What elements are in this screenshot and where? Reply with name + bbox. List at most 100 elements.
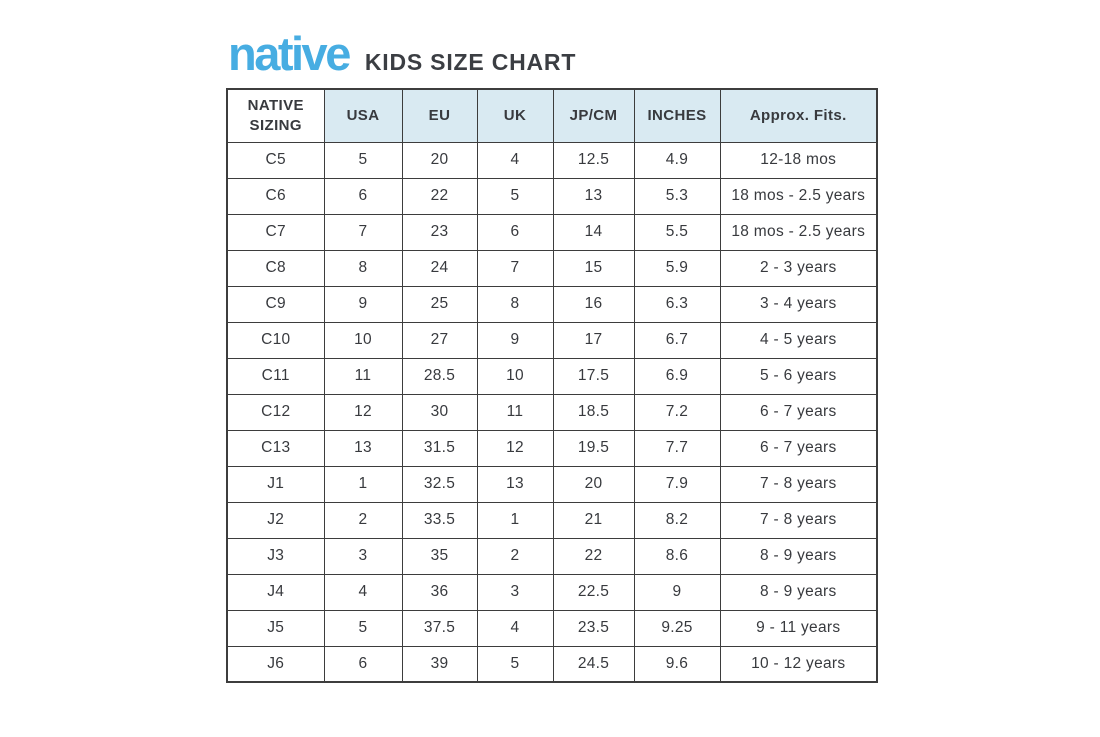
table-cell: 10 [476,357,554,395]
table-cell: 25 [401,285,478,323]
table-row: C10 10 27 9 17 6.7 4 - 5 years [226,321,878,359]
table-cell: 24.5 [552,645,635,683]
table-cell: 20 [552,465,635,503]
native-sizing-cell: J4 [226,573,325,611]
native-sizing-cell: C10 [226,321,325,359]
table-header-row: NATIVE SIZING USA EU UK JP/CM INCHES Approx. F… [226,88,878,143]
table-cell: 8.2 [633,501,721,539]
table-cell: 22 [552,537,635,575]
table-cell: 4 [476,609,554,647]
table-cell: 22.5 [552,573,635,611]
table-cell: 4 [476,141,554,179]
table-cell: 7.7 [633,429,721,467]
table-cell: 3 - 4 years [719,285,878,323]
table-cell: 32.5 [401,465,478,503]
kids-size-chart-table: NATIVE SIZING USA EU UK JP/CM INCHES Approx. F… [226,88,878,683]
column-header: NATIVE SIZING [226,88,325,143]
table-cell: 31.5 [401,429,478,467]
table-cell: 21 [552,501,635,539]
table-cell: 33.5 [401,501,478,539]
table-cell: 4 - 5 years [719,321,878,359]
table-cell: 27 [401,321,478,359]
table-cell: 39 [401,645,478,683]
brand-header: native KIDS SIZE CHART [228,30,576,77]
table-cell: 6 [323,645,403,683]
table-cell: 3 [323,537,403,575]
table-row: C13 13 31.5 12 19.5 7.7 6 - 7 years [226,429,878,467]
native-sizing-cell: C6 [226,177,325,215]
column-header: UK [476,88,554,143]
native-sizing-cell: C5 [226,141,325,179]
table-cell: 5 [323,141,403,179]
native-sizing-cell: C7 [226,213,325,251]
table-cell: 23.5 [552,609,635,647]
column-header: USA [323,88,403,143]
table-row: C7 7 23 6 14 5.5 18 mos - 2.5 years [226,213,878,251]
table-cell: 24 [401,249,478,287]
table-cell: 4.9 [633,141,721,179]
table-cell: 8 - 9 years [719,573,878,611]
table-cell: 7 - 8 years [719,501,878,539]
table-cell: 5 [476,645,554,683]
column-header: INCHES [633,88,721,143]
table-cell: 8 [323,249,403,287]
table-body: C5 5 20 4 12.5 4.9 12-18 mos C6 6 22 5 13 5.3 18 mos … [226,141,878,683]
table-cell: 5.5 [633,213,721,251]
table-cell: 12 [323,393,403,431]
table-row: C8 8 24 7 15 5.9 2 - 3 years [226,249,878,287]
table-cell: 15 [552,249,635,287]
table-cell: 14 [552,213,635,251]
table-cell: 5 [323,609,403,647]
table-cell: 13 [476,465,554,503]
table-cell: 2 [476,537,554,575]
table-header: NATIVE SIZING USA EU UK JP/CM INCHES Approx. F… [226,88,878,143]
table-cell: 13 [552,177,635,215]
table-cell: 7 [476,249,554,287]
table-cell: 5 - 6 years [719,357,878,395]
page-title: KIDS SIZE CHART [364,49,577,75]
table-cell: 20 [401,141,478,179]
native-sizing-cell: C9 [226,285,325,323]
table-row: C11 11 28.5 10 17.5 6.9 5 - 6 years [226,357,878,395]
table-cell: 19.5 [552,429,635,467]
native-sizing-cell: J1 [226,465,325,503]
table-cell: 10 [323,321,403,359]
table-cell: 23 [401,213,478,251]
table-cell: 6 - 7 years [719,429,878,467]
table-row: J6 6 39 5 24.5 9.6 10 - 12 years [226,645,878,683]
table-cell: 9 - 11 years [719,609,878,647]
table-cell: 6 [476,213,554,251]
table-row: C6 6 22 5 13 5.3 18 mos - 2.5 years [226,177,878,215]
table-cell: 5.9 [633,249,721,287]
table-cell: 13 [323,429,403,467]
table-cell: 22 [401,177,478,215]
table-cell: 18 mos - 2.5 years [719,213,878,251]
table-cell: 2 - 3 years [719,249,878,287]
table-row: J3 3 35 2 22 8.6 8 - 9 years [226,537,878,575]
table-cell: 28.5 [401,357,478,395]
table-cell: 12.5 [552,141,635,179]
table-cell: 7 - 8 years [719,465,878,503]
table-cell: 6.9 [633,357,721,395]
table-row: C9 9 25 8 16 6.3 3 - 4 years [226,285,878,323]
table-cell: 2 [323,501,403,539]
table-cell: 5 [476,177,554,215]
table-cell: 8 - 9 years [719,537,878,575]
table-cell: 37.5 [401,609,478,647]
table-cell: 3 [476,573,554,611]
table-cell: 8 [476,285,554,323]
table-cell: 30 [401,393,478,431]
table-cell: 6 [323,177,403,215]
column-header: Approx. Fits. [719,88,878,143]
table-cell: 17 [552,321,635,359]
table-row: J2 2 33.5 1 21 8.2 7 - 8 years [226,501,878,539]
table-cell: 9 [633,573,721,611]
native-sizing-cell: J6 [226,645,325,683]
table-cell: 36 [401,573,478,611]
table-cell: 1 [476,501,554,539]
table-cell: 6.3 [633,285,721,323]
table-cell: 18.5 [552,393,635,431]
native-sizing-cell: J5 [226,609,325,647]
table-cell: 18 mos - 2.5 years [719,177,878,215]
